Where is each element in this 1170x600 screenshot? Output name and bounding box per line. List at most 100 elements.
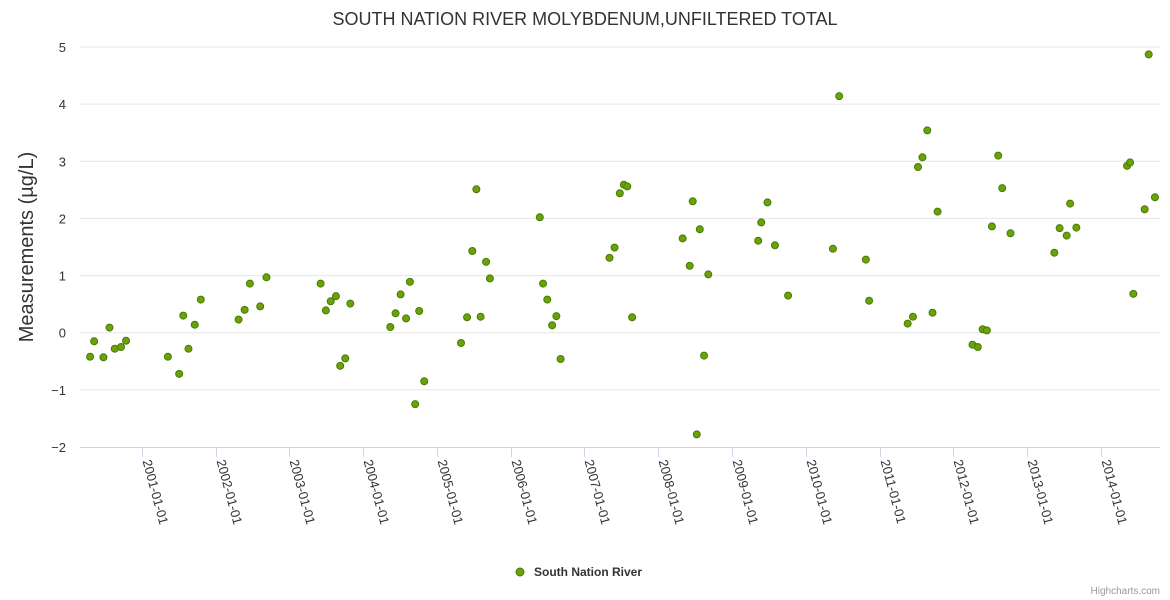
data-point[interactable] [615, 189, 624, 198]
x-tick-label: 2013-01-01 [1025, 458, 1057, 526]
data-point[interactable] [326, 297, 335, 306]
data-point[interactable] [861, 255, 870, 264]
data-point[interactable] [86, 352, 95, 361]
data-point[interactable] [234, 315, 243, 324]
data-point[interactable] [196, 295, 205, 304]
data-point[interactable] [175, 369, 184, 378]
data-point[interactable] [678, 234, 687, 243]
data-point[interactable] [865, 296, 874, 305]
data-point[interactable] [556, 355, 565, 363]
data-point[interactable] [754, 236, 763, 245]
data-point[interactable] [685, 261, 694, 270]
data-point[interactable] [605, 253, 614, 262]
data-point[interactable] [482, 257, 491, 266]
y-tick-label: −1 [51, 383, 66, 398]
y-tick-label: 5 [59, 40, 66, 55]
data-point[interactable] [184, 344, 193, 353]
data-point[interactable] [548, 321, 557, 330]
data-point[interactable] [835, 92, 844, 101]
data-point[interactable] [122, 336, 131, 345]
data-point[interactable] [998, 184, 1007, 193]
data-point[interactable] [1066, 199, 1075, 208]
data-point[interactable] [763, 198, 772, 207]
data-point[interactable] [321, 306, 330, 315]
data-point[interactable] [828, 244, 837, 253]
data-point[interactable] [402, 314, 411, 323]
data-point[interactable] [240, 305, 249, 314]
data-point[interactable] [105, 323, 114, 332]
data-point[interactable] [1006, 229, 1015, 238]
x-tick-label: 2004-01-01 [361, 458, 393, 526]
data-point[interactable] [982, 326, 991, 335]
data-point[interactable] [695, 225, 704, 234]
x-tick-label: 2011-01-01 [878, 458, 909, 525]
data-point[interactable] [903, 319, 912, 328]
data-point[interactable] [933, 207, 942, 216]
data-point[interactable] [463, 313, 472, 322]
data-point[interactable] [411, 400, 420, 409]
data-point[interactable] [468, 247, 477, 255]
data-point[interactable] [391, 309, 400, 318]
data-point[interactable] [179, 311, 188, 320]
data-point[interactable] [472, 185, 481, 194]
data-point[interactable] [331, 292, 340, 301]
data-point[interactable] [987, 222, 996, 231]
data-point[interactable] [1126, 158, 1135, 167]
data-point[interactable] [704, 270, 713, 279]
data-point[interactable] [539, 279, 548, 288]
data-point[interactable] [99, 353, 108, 362]
data-point[interactable] [1055, 224, 1064, 233]
data-point[interactable] [476, 312, 485, 321]
data-point[interactable] [485, 274, 494, 283]
data-point[interactable] [90, 337, 99, 346]
y-tick-label: 2 [59, 211, 66, 226]
data-point[interactable] [692, 430, 701, 439]
data-point[interactable] [190, 320, 199, 329]
data-point[interactable] [262, 273, 271, 282]
data-point[interactable] [346, 299, 355, 308]
data-point[interactable] [457, 339, 466, 347]
data-point[interactable] [928, 308, 937, 317]
data-point[interactable] [700, 351, 709, 360]
data-point[interactable] [163, 352, 172, 361]
data-point[interactable] [1129, 289, 1138, 298]
data-point[interactable] [913, 163, 922, 171]
data-point[interactable] [117, 343, 126, 351]
x-tick-label: 2001-01-01 [140, 458, 172, 526]
data-point[interactable] [341, 354, 350, 363]
data-point[interactable] [543, 295, 552, 304]
data-point[interactable] [316, 279, 325, 288]
data-point[interactable] [1072, 223, 1081, 232]
data-point[interactable] [973, 343, 982, 351]
data-point[interactable] [770, 241, 779, 250]
data-point[interactable] [256, 302, 265, 311]
grid-lines [80, 46, 1160, 391]
data-point[interactable] [918, 153, 927, 162]
data-point[interactable] [420, 377, 429, 386]
data-point[interactable] [994, 151, 1003, 160]
data-point[interactable] [1050, 248, 1059, 257]
data-point[interactable] [336, 361, 345, 370]
data-point[interactable] [1140, 205, 1149, 214]
data-point[interactable] [908, 312, 917, 321]
data-point[interactable] [396, 290, 405, 299]
data-point[interactable] [688, 197, 697, 206]
data-point[interactable] [535, 213, 544, 222]
data-point[interactable] [623, 182, 632, 191]
data-point[interactable] [923, 126, 932, 135]
data-point[interactable] [610, 243, 619, 252]
legend[interactable]: South Nation River [515, 565, 642, 579]
data-point[interactable] [386, 323, 395, 331]
chart-title: SOUTH NATION RIVER MOLYBDENUM,UNFILTERED… [332, 9, 837, 29]
data-point[interactable] [245, 279, 254, 288]
data-point[interactable] [415, 307, 424, 315]
data-point[interactable] [1150, 193, 1159, 202]
data-point[interactable] [1144, 50, 1153, 59]
data-point[interactable] [628, 313, 637, 322]
data-point[interactable] [405, 277, 414, 286]
data-point[interactable] [552, 312, 561, 321]
data-point[interactable] [784, 291, 793, 300]
data-point[interactable] [757, 218, 766, 227]
credits-link[interactable]: Highcharts.com [1091, 586, 1160, 597]
data-point[interactable] [1062, 231, 1071, 240]
